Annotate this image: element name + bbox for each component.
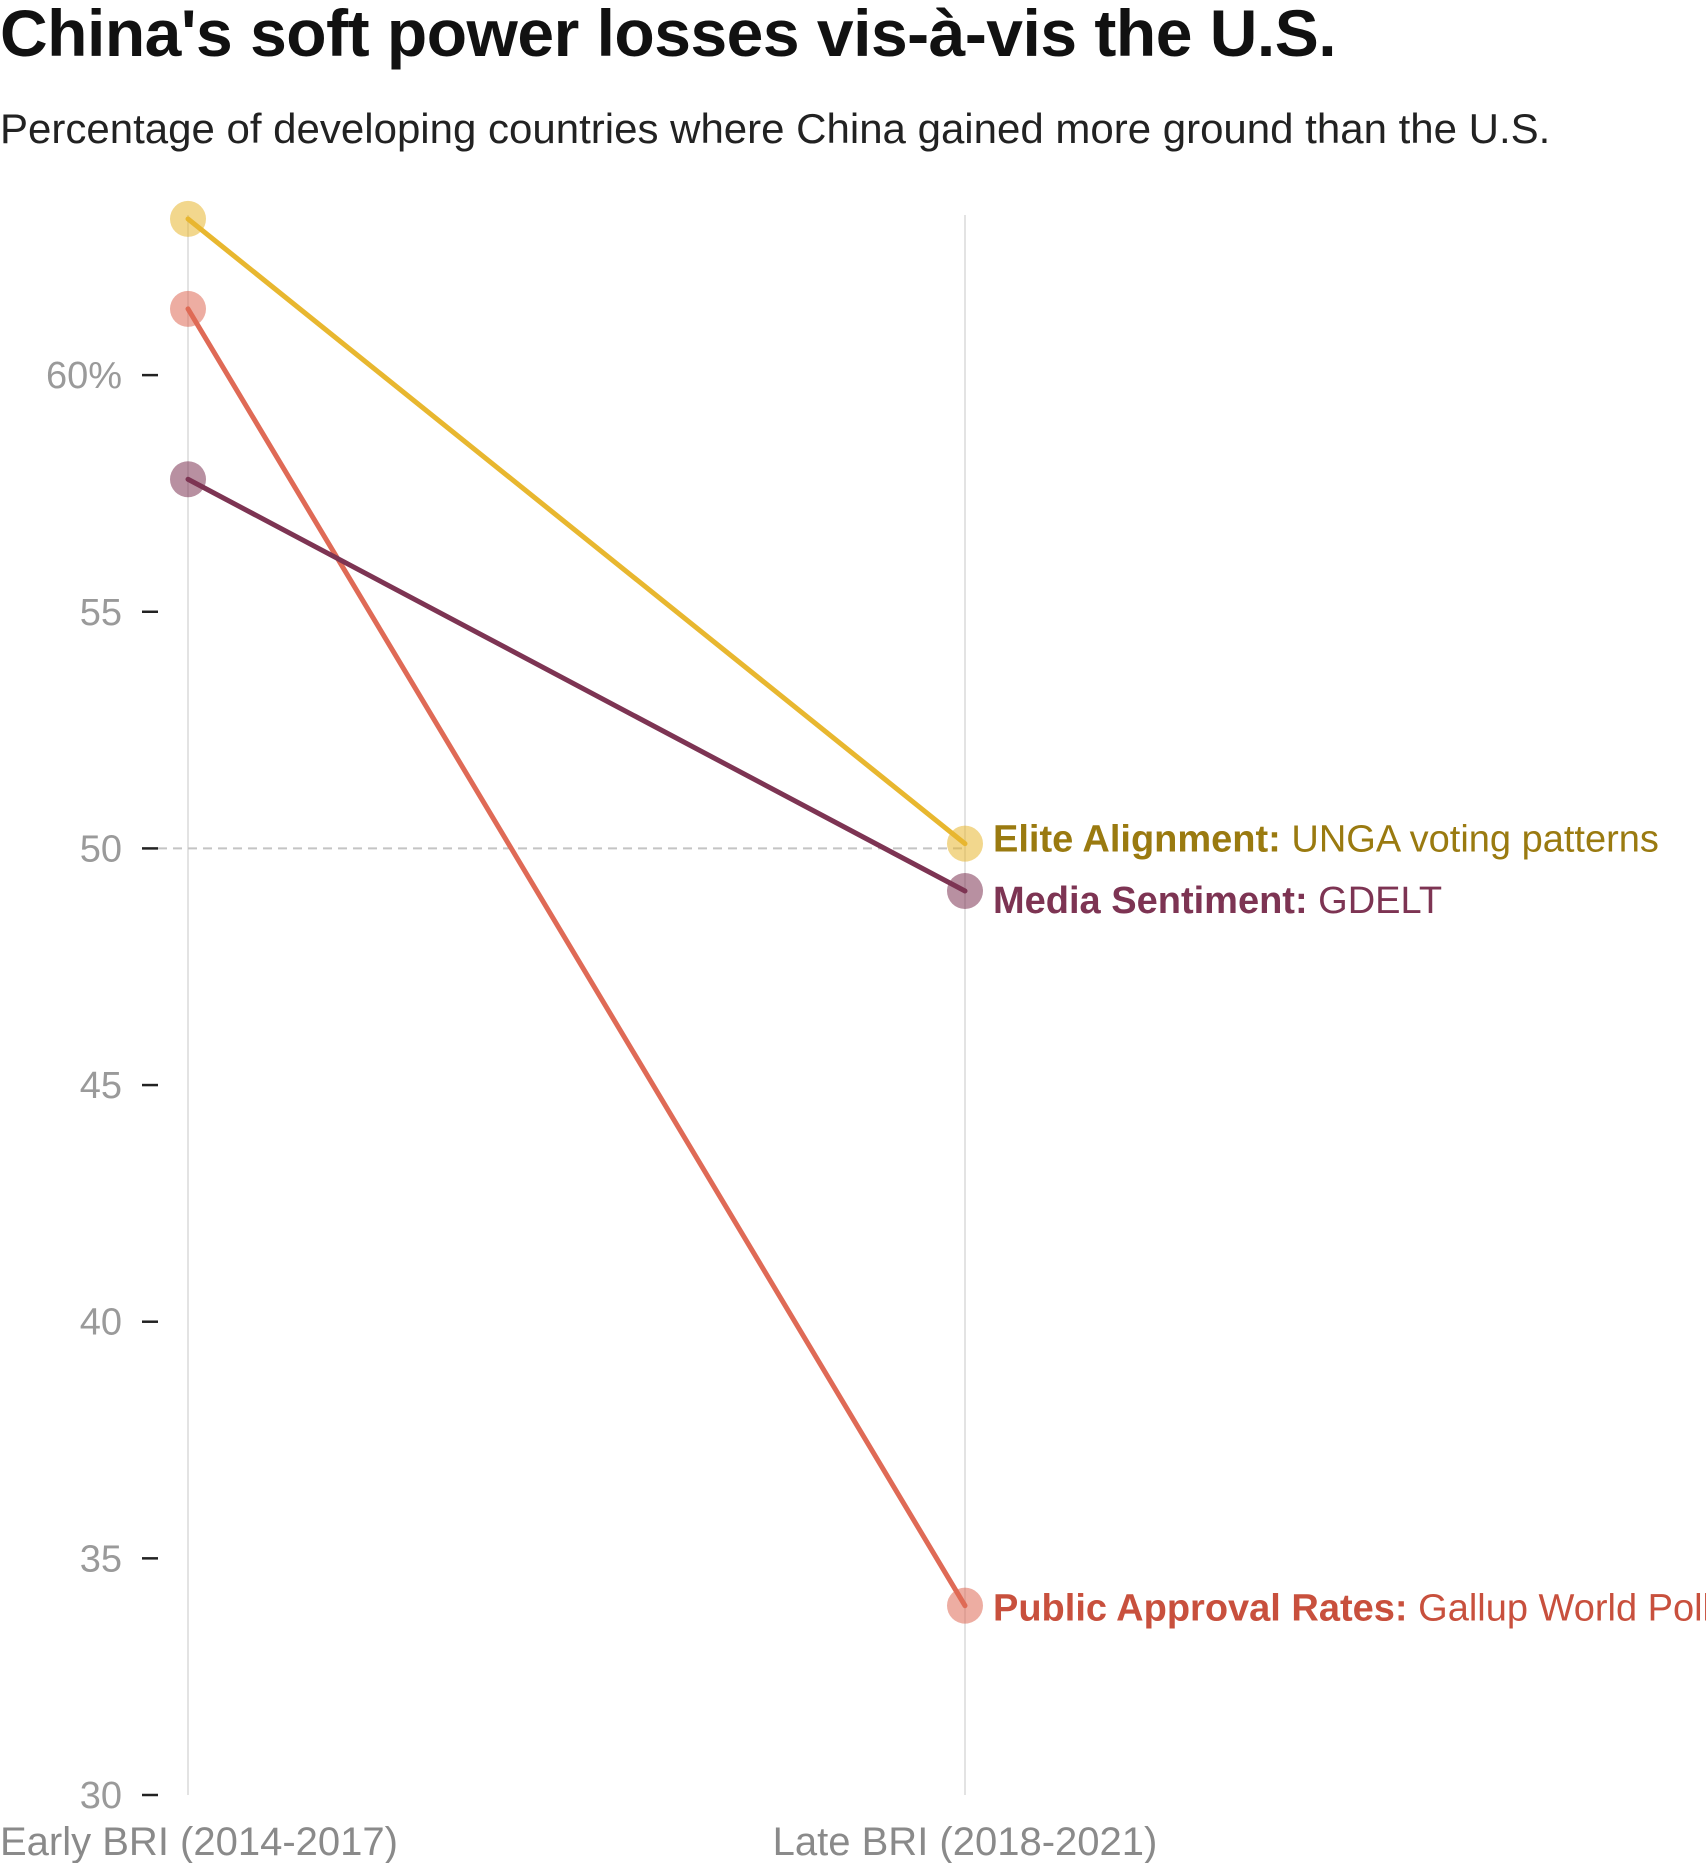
data-point: [170, 290, 206, 327]
x-axis: Early BRI (2014-2017) Late BRI (2018-2021…: [0, 1820, 1157, 1863]
y-tick-label: 60%: [46, 355, 122, 397]
axis-lines: [158, 215, 966, 1795]
series-label-source: UNGA voting patterns: [1281, 819, 1659, 861]
y-tick-label: 40: [80, 1302, 122, 1344]
series-label-source: GDELT: [1308, 880, 1442, 922]
series-line: [185, 216, 968, 847]
y-axis: 30 35 40 45 50 55 60%: [46, 355, 158, 1817]
series-label: Public Approval Rates: Gallup World Poll: [993, 1588, 1706, 1630]
y-tick-label: 50: [80, 828, 122, 870]
x-category-label: Early BRI (2014-2017): [0, 1820, 398, 1863]
series-label-name: Media Sentiment:: [993, 880, 1308, 922]
series-label-source: Gallup World Poll: [1408, 1588, 1706, 1630]
y-tick-label: 35: [80, 1538, 122, 1580]
y-tick-label: 45: [80, 1065, 122, 1107]
series-points: [170, 200, 983, 1624]
series-label-name: Elite Alignment:: [993, 819, 1281, 861]
data-point: [947, 1587, 983, 1624]
series-line: [185, 476, 968, 894]
data-point: [947, 825, 983, 862]
y-tick-label: 30: [80, 1775, 122, 1817]
data-point: [947, 873, 983, 910]
data-point: [170, 200, 206, 237]
series-label: Media Sentiment: GDELT: [993, 880, 1442, 922]
y-tick-label: 55: [80, 592, 122, 634]
chart-subtitle: Percentage of developing countries where…: [0, 105, 1551, 152]
series-line: [185, 306, 968, 1609]
series-lines: [185, 216, 968, 1609]
data-point: [170, 461, 206, 498]
series-labels: Elite Alignment: UNGA voting patterns Pub…: [993, 819, 1706, 1630]
x-category-label: Late BRI (2018-2021): [773, 1820, 1158, 1863]
series-label-name: Public Approval Rates:: [993, 1588, 1408, 1630]
chart-title: China's soft power losses vis-à-vis the …: [0, 0, 1337, 70]
series-label: Elite Alignment: UNGA voting patterns: [993, 819, 1659, 861]
